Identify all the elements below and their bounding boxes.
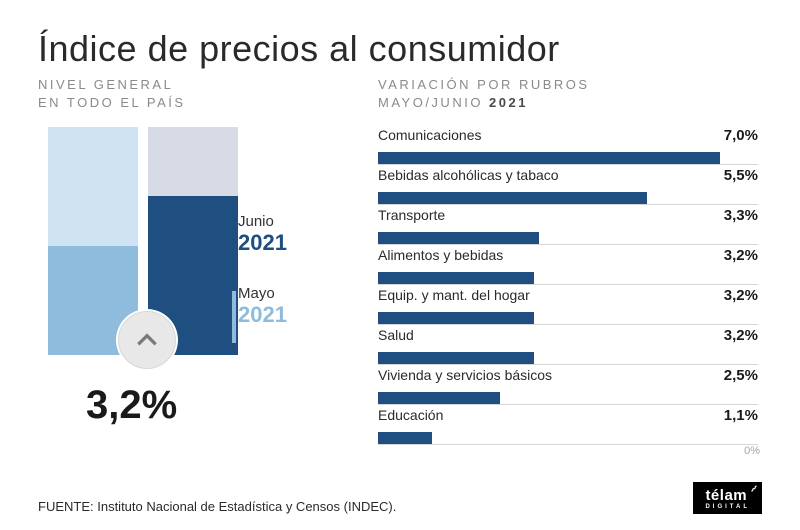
month-mayo: Mayo (238, 285, 287, 302)
category-label: Educación (378, 407, 443, 423)
subtitle-left-l2: EN TODO EL PAÍS (38, 95, 186, 110)
category-bar (378, 352, 534, 364)
category-label: Comunicaciones (378, 127, 482, 143)
category-bar (378, 272, 534, 284)
content: Junio 2021 Mayo 2021 3,2% Comunicaciones… (38, 125, 762, 465)
category-label: Alimentos y bebidas (378, 247, 503, 263)
category-value: 3,2% (724, 247, 758, 264)
subtitle-right-l2b: 2021 (489, 95, 528, 110)
bar-pair (48, 125, 258, 355)
month-junio: Junio (238, 213, 287, 230)
category-label: Salud (378, 327, 414, 343)
category-label: Transporte (378, 207, 445, 223)
category-row: Salud 3,2% (378, 325, 758, 365)
category-value: 3,2% (724, 287, 758, 304)
category-bar (378, 312, 534, 324)
year-junio: 2021 (238, 230, 287, 256)
big-value: 3,2% (86, 383, 177, 428)
category-value: 5,5% (724, 167, 758, 184)
category-row: Educación 1,1% (378, 405, 758, 445)
category-bar (378, 192, 647, 204)
axis-zero-label: 0% (744, 445, 760, 457)
category-row: Equip. y mant. del hogar 3,2% (378, 285, 758, 325)
telam-logo: télam ⌇ DIGITAL (693, 482, 762, 514)
category-row: Comunicaciones 7,0% (378, 125, 758, 165)
category-label: Vivienda y servicios básicos (378, 367, 552, 383)
subtitle-left: NIVEL GENERAL EN TODO EL PAÍS (38, 76, 378, 111)
subtitles: NIVEL GENERAL EN TODO EL PAÍS VARIACIÓN … (38, 76, 762, 111)
footer: FUENTE: Instituto Nacional de Estadístic… (38, 482, 762, 514)
source-text: FUENTE: Instituto Nacional de Estadístic… (38, 499, 396, 514)
categories-chart: Comunicaciones 7,0% Bebidas alcohólicas y … (378, 125, 762, 465)
logo-text: télam (705, 487, 747, 504)
subtitle-right-l1: VARIACIÓN POR RUBROS (378, 77, 590, 92)
general-level-chart: Junio 2021 Mayo 2021 3,2% (38, 125, 378, 465)
tick-junio (232, 219, 236, 271)
category-row: Vivienda y servicios básicos 2,5% (378, 365, 758, 405)
category-bar (378, 432, 432, 444)
category-label: Equip. y mant. del hogar (378, 287, 530, 303)
category-value: 3,2% (724, 327, 758, 344)
category-row: Bebidas alcohólicas y tabaco 5,5% (378, 165, 758, 205)
label-mayo: Mayo 2021 (238, 285, 287, 328)
infographic-card: Índice de precios al consumidor NIVEL GE… (0, 0, 800, 530)
subtitle-left-l1: NIVEL GENERAL (38, 77, 173, 92)
subtitle-right-l2a: MAYO/JUNIO (378, 95, 489, 110)
wifi-icon: ⌇ (749, 485, 759, 495)
category-label: Bebidas alcohólicas y tabaco (378, 167, 559, 183)
category-value: 2,5% (724, 367, 758, 384)
category-row: Alimentos y bebidas 3,2% (378, 245, 758, 285)
category-value: 7,0% (724, 127, 758, 144)
year-mayo: 2021 (238, 302, 287, 328)
label-junio: Junio 2021 (238, 213, 287, 256)
tick-mayo (232, 291, 236, 343)
logo-sub: DIGITAL (705, 504, 750, 510)
category-value: 3,3% (724, 207, 758, 224)
category-bar (378, 392, 500, 404)
category-row: Transporte 3,3% (378, 205, 758, 245)
category-bar (378, 232, 539, 244)
trend-up-icon (118, 311, 176, 369)
category-value: 1,1% (724, 407, 758, 424)
subtitle-right: VARIACIÓN POR RUBROS MAYO/JUNIO 2021 (378, 76, 762, 111)
category-bar (378, 152, 720, 164)
main-title: Índice de precios al consumidor (38, 28, 762, 70)
